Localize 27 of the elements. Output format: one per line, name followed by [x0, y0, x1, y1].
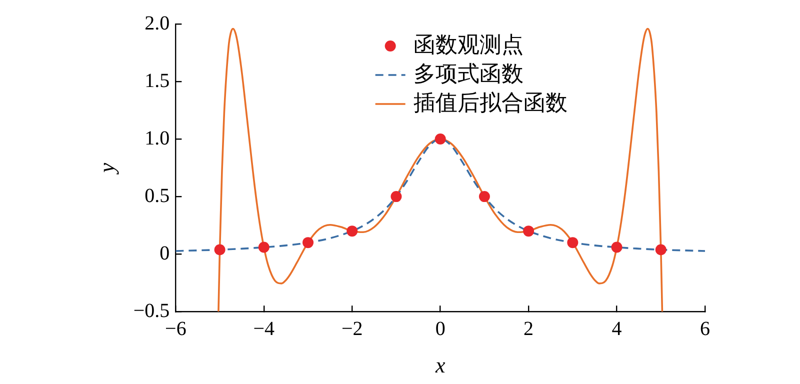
y-tick-label: 2.0 [144, 12, 170, 34]
y-tick-label: 0.5 [144, 184, 170, 207]
legend-label: 插值后拟合函数 [413, 90, 568, 115]
point [390, 191, 402, 202]
point [214, 244, 226, 256]
x-axis-title: x [434, 352, 446, 378]
x-tick-label: 4 [612, 318, 622, 340]
x-tick-label: 0 [435, 318, 446, 340]
x-tick-label: 2 [524, 318, 534, 340]
point [655, 244, 666, 256]
y-tick-label: 1.5 [144, 70, 170, 92]
y-tick-label: 1.0 [144, 127, 170, 150]
legend-label: 多项式函数 [413, 60, 524, 86]
y-tick-label: 0 [160, 242, 170, 264]
x-tick-label: 6 [700, 318, 710, 340]
x-tick-label: −4 [253, 318, 275, 340]
point [523, 226, 534, 237]
x-tick-label: −2 [341, 318, 363, 340]
point [302, 237, 314, 248]
legend-label: 函数观测点 [413, 32, 524, 57]
point [434, 134, 446, 145]
point [567, 237, 578, 248]
point [346, 226, 358, 237]
point [611, 242, 622, 253]
point [258, 242, 270, 253]
y-axis-title: y [94, 162, 119, 175]
point [478, 191, 490, 202]
